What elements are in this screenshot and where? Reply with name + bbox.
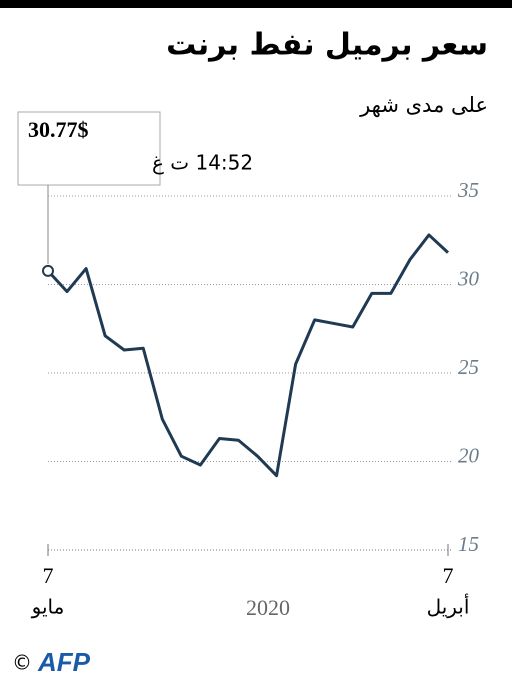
copyright-symbol: © — [12, 651, 32, 675]
y-tick-label: 25 — [458, 355, 479, 379]
x-month-label: مايو — [31, 595, 65, 619]
x-month-label: أبريل — [427, 594, 470, 619]
annotation-time: 14:52 ت غ — [152, 151, 253, 175]
credit-logo: AFP — [37, 647, 91, 677]
latest-point — [42, 264, 54, 277]
y-tick-label: 20 — [458, 443, 480, 467]
y-tick-label: 35 — [457, 178, 479, 202]
y-tick-label: 15 — [458, 532, 479, 556]
top-bar — [0, 0, 512, 8]
x-tick-label: 7 — [43, 563, 54, 588]
y-tick-label: 30 — [457, 266, 480, 290]
x-tick-label: 7 — [443, 563, 454, 588]
price-line — [46, 233, 450, 478]
x-year-label: 2020 — [246, 595, 290, 620]
chart-subtitle: على مدى شهر — [359, 93, 488, 117]
chart-title: سعر برميل نفط برنت — [166, 28, 488, 63]
annotation-value: 30.77$ — [28, 117, 89, 142]
annotation-box — [17, 111, 161, 186]
